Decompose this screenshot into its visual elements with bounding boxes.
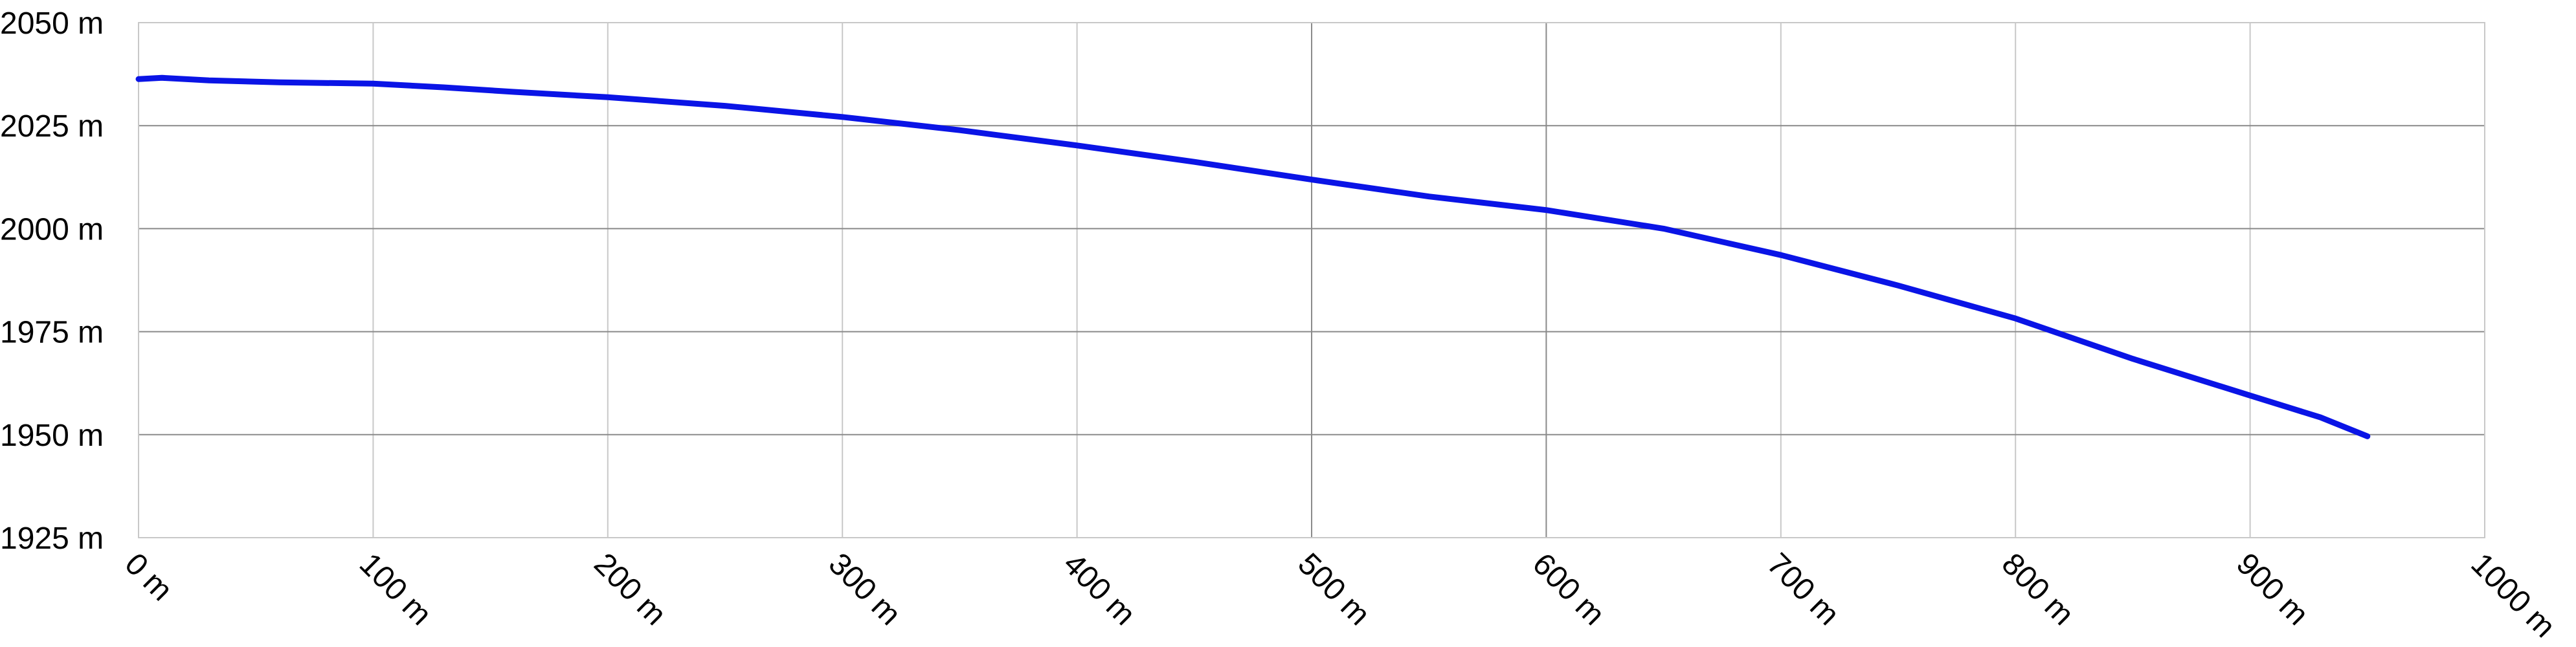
grid <box>138 22 2485 538</box>
x-tick-label-3: 300 m <box>822 547 908 632</box>
x-axis-tick-labels: 0 m 100 m 200 m 300 m 400 m 500 m 600 m 700 m 80… <box>118 547 2562 644</box>
y-tick-label-2: 1975 m <box>0 316 104 350</box>
x-tick-label-5: 500 m <box>1291 547 1376 632</box>
x-tick-label-9: 900 m <box>2230 547 2315 632</box>
x-tick-label-2: 200 m <box>587 547 673 632</box>
y-tick-label-0: 1925 m <box>0 521 104 556</box>
y-tick-label-4: 2025 m <box>0 109 104 144</box>
x-tick-label-1: 100 m <box>353 547 438 632</box>
y-tick-label-5: 2050 m <box>0 6 104 41</box>
x-tick-label-4: 400 m <box>1057 547 1142 632</box>
x-tick-label-6: 600 m <box>1526 547 1611 632</box>
x-tick-label-0: 0 m <box>118 547 179 608</box>
plot-area-frame <box>138 22 2485 538</box>
series-layer <box>135 74 2371 439</box>
y-axis-tick-labels: 1925 m 1950 m 1975 m 2000 m 2025 m 2050 m <box>0 6 104 556</box>
series-line-0 <box>135 74 2371 439</box>
x-tick-label-10: 1000 m <box>2464 547 2562 644</box>
y-tick-label-1: 1950 m <box>0 419 104 453</box>
x-tick-label-8: 800 m <box>1995 547 2081 632</box>
x-tick-label-7: 700 m <box>1760 547 1846 632</box>
y-tick-label-3: 2000 m <box>0 212 104 247</box>
